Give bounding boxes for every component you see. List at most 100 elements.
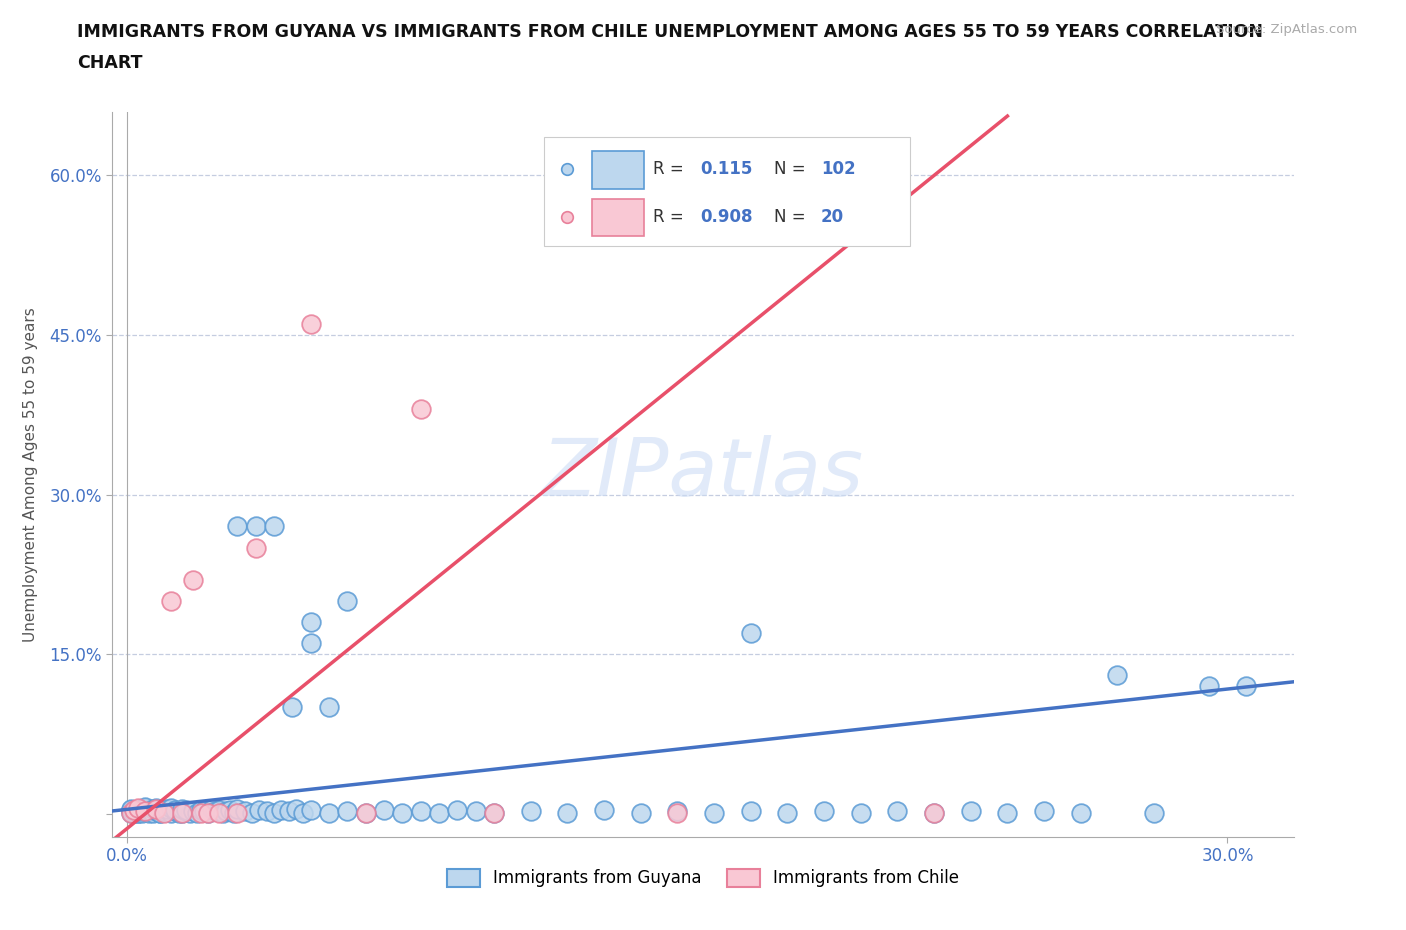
Point <box>630 805 652 820</box>
Point <box>740 625 762 640</box>
Point <box>318 699 340 714</box>
Point <box>464 804 486 819</box>
Point <box>197 805 219 820</box>
Point <box>145 802 167 817</box>
Point <box>127 805 149 820</box>
Point <box>124 803 146 817</box>
Point <box>134 804 156 819</box>
Point <box>849 805 872 820</box>
Point <box>160 805 183 820</box>
Point <box>138 805 160 820</box>
Point <box>200 802 222 817</box>
Point <box>124 805 146 820</box>
Text: IMMIGRANTS FROM GUYANA VS IMMIGRANTS FROM CHILE UNEMPLOYMENT AMONG AGES 55 TO 59: IMMIGRANTS FROM GUYANA VS IMMIGRANTS FRO… <box>77 23 1264 41</box>
Point <box>179 805 201 820</box>
Point <box>336 593 359 608</box>
Point <box>174 803 197 817</box>
Point <box>240 805 263 820</box>
Point <box>409 402 432 417</box>
Point <box>482 805 505 820</box>
Point <box>1143 805 1166 820</box>
Point <box>270 803 292 817</box>
Point <box>153 804 176 819</box>
Point <box>193 804 215 819</box>
Point <box>149 804 172 819</box>
Point <box>142 805 165 820</box>
Point <box>555 805 578 820</box>
Point <box>181 804 204 819</box>
Point <box>245 519 267 534</box>
Point <box>354 805 377 820</box>
Point <box>145 803 167 817</box>
Text: N =: N = <box>773 207 806 226</box>
Point <box>284 802 307 817</box>
Point <box>299 803 322 817</box>
Point <box>181 572 204 587</box>
Point <box>131 802 153 817</box>
Point <box>740 804 762 819</box>
Point <box>666 805 689 820</box>
Point <box>263 805 285 820</box>
Point <box>247 803 270 817</box>
Point <box>172 805 194 820</box>
FancyBboxPatch shape <box>592 151 644 189</box>
Point <box>776 805 799 820</box>
Text: 20: 20 <box>821 207 844 226</box>
Point <box>149 805 172 820</box>
Point <box>145 801 167 816</box>
Point <box>226 802 249 817</box>
Point <box>153 805 176 820</box>
Point <box>120 804 142 819</box>
Point <box>299 615 322 630</box>
Point <box>813 804 835 819</box>
Point <box>190 805 212 820</box>
Point <box>134 803 156 817</box>
Point <box>233 804 256 819</box>
Text: R =: R = <box>654 207 685 226</box>
Point <box>138 803 160 817</box>
Point <box>124 804 146 819</box>
Point <box>1234 679 1257 694</box>
Point <box>174 804 197 819</box>
Point <box>131 804 153 819</box>
Point <box>124 803 146 817</box>
Point <box>160 593 183 608</box>
Point <box>922 805 945 820</box>
Point <box>120 805 142 820</box>
Point <box>172 805 194 820</box>
Point <box>519 804 541 819</box>
Point <box>318 805 340 820</box>
Text: R =: R = <box>654 160 685 178</box>
Point <box>299 317 322 332</box>
Y-axis label: Unemployment Among Ages 55 to 59 years: Unemployment Among Ages 55 to 59 years <box>24 307 38 642</box>
FancyBboxPatch shape <box>592 199 644 236</box>
Point <box>186 805 208 820</box>
Point <box>190 803 212 817</box>
Point <box>197 805 219 820</box>
Point <box>299 636 322 651</box>
Point <box>226 805 249 820</box>
Point <box>703 805 725 820</box>
Point <box>215 804 238 819</box>
Point <box>427 805 450 820</box>
Point <box>226 519 249 534</box>
Point <box>373 803 395 817</box>
Point <box>127 801 149 816</box>
Point <box>218 803 240 817</box>
Point <box>145 804 167 819</box>
Point <box>1107 668 1129 683</box>
Text: ZIPatlas: ZIPatlas <box>541 435 865 513</box>
Point <box>256 804 278 819</box>
Point <box>245 540 267 555</box>
Point <box>1198 679 1220 694</box>
Point <box>354 805 377 820</box>
Point <box>134 801 156 816</box>
Point <box>886 804 908 819</box>
Text: CHART: CHART <box>77 54 143 72</box>
FancyBboxPatch shape <box>544 137 910 246</box>
Point <box>1070 805 1092 820</box>
Point <box>922 805 945 820</box>
Point <box>281 699 304 714</box>
Point <box>120 802 142 817</box>
Point <box>124 804 146 819</box>
